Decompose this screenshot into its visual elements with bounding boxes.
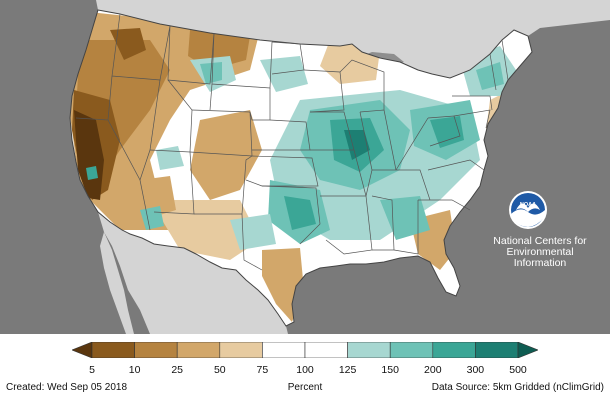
legend-tick-125: 125: [338, 364, 357, 376]
legend-tick-150: 150: [381, 364, 399, 376]
noaa-logo-icon: NOAA: [509, 191, 547, 229]
figure-footer: Created: Wed Sep 05 2018 Percent Data So…: [0, 382, 610, 396]
legend-cell-100-125: [304, 342, 348, 358]
legend-tick-25: 25: [171, 364, 184, 376]
legend-cell-150-200: [389, 342, 434, 358]
ncei-name-line2: Environmental: [506, 246, 574, 258]
created-date: Created: Wed Sep 05 2018: [6, 382, 128, 393]
legend-cell-75-100: [262, 342, 306, 358]
state-borders: [69, 9, 533, 327]
data-source: Data Source: 5km Gridded (nClimGrid): [431, 382, 604, 393]
legend-tick-labels: 5 10 25 50 75 100 125 150 200 300 500: [0, 364, 610, 378]
legend-cell-200-300: [432, 342, 476, 358]
mexico-land: [98, 212, 288, 334]
baja-land: [100, 232, 134, 334]
legend-tick-5: 5: [89, 364, 95, 376]
florida-keys-region: [596, 296, 610, 334]
legend-tick-75: 75: [256, 364, 269, 376]
noaa-branding: NOAA National Centers for Environmental …: [480, 190, 600, 270]
legend-tick-50: 50: [213, 364, 226, 376]
ncei-name: National Centers for Environmental Infor…: [480, 236, 600, 269]
ncei-name-line3: Information: [513, 257, 567, 269]
legend-tick-500: 500: [509, 364, 527, 376]
legend-tick-300: 300: [466, 364, 485, 376]
legend-tick-200: 200: [424, 364, 442, 376]
legend-colorbar: [72, 342, 538, 358]
legend-cell-10-25: [134, 342, 178, 358]
legend-area: 5 10 25 50 75 100 125 150 200 300 500 Created: Wed…: [0, 334, 610, 401]
legend-cell-125-150: [347, 342, 391, 358]
ncei-name-line1: National Centers for: [493, 235, 587, 247]
map-svg: [0, 0, 610, 334]
legend-cell-50-75: [219, 342, 263, 358]
legend-tick-100: 100: [296, 364, 314, 376]
svg-text:NOAA: NOAA: [520, 202, 536, 208]
legend-tick-10: 10: [128, 364, 141, 376]
legend-cell-25-50: [176, 342, 221, 358]
map-area: NOAA National Centers for Environmental …: [0, 0, 610, 334]
legend-cell-5-10: [91, 342, 135, 358]
legend-cell-300-500: [475, 342, 519, 358]
legend-title: Percent: [287, 382, 323, 393]
legend-cell-below-min: [72, 342, 93, 358]
canada-land: [0, 0, 610, 78]
legend-cell-above-max: [517, 342, 538, 358]
